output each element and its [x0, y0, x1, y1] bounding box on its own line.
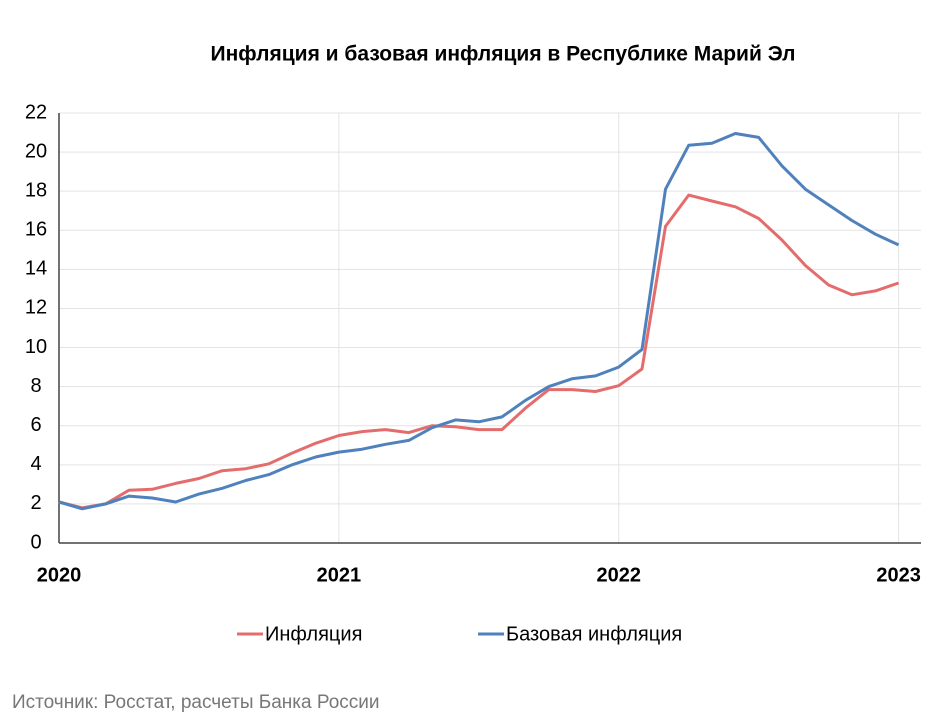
- y-tick-label: 14: [25, 258, 47, 280]
- y-tick-label: 6: [30, 414, 41, 436]
- y-tick-label: 2: [30, 492, 41, 514]
- y-tick-label: 4: [30, 453, 41, 475]
- x-tick-label: 2020: [37, 564, 82, 586]
- y-tick-label: 10: [25, 336, 47, 358]
- y-tick-label: 18: [25, 179, 47, 201]
- y-tick-label: 12: [25, 297, 47, 319]
- x-tick-label: 2021: [317, 564, 362, 586]
- x-tick-label: 2023: [876, 564, 921, 586]
- legend-label: Инфляция: [265, 623, 362, 645]
- y-tick-label: 8: [30, 375, 41, 397]
- y-tick-label: 20: [25, 140, 47, 162]
- data-line: [58, 132, 900, 511]
- x-tick-label: 2022: [596, 564, 641, 586]
- chart-title: Инфляция и базовая инфляция в Республике…: [211, 43, 796, 66]
- y-tick-label: 16: [25, 219, 47, 241]
- y-tick-label: 0: [30, 531, 41, 553]
- legend-label: Базовая инфляция: [506, 623, 682, 645]
- y-tick-label: 22: [25, 101, 47, 123]
- source-note: Источник: Росстат, расчеты Банка России: [12, 692, 380, 713]
- data-line: [58, 193, 900, 510]
